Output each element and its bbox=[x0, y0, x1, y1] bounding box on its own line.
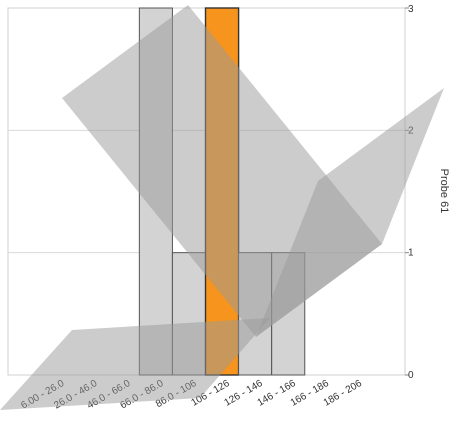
watermark-stroke-long bbox=[256, 88, 444, 337]
x-tick-label: 186 - 206 bbox=[322, 378, 364, 409]
y-tick-label: 0 bbox=[408, 370, 414, 381]
y-axis-title: Probe 61 bbox=[438, 169, 450, 214]
y-axis-ticks: 0123 bbox=[405, 4, 414, 381]
watermark-stroke-lower bbox=[0, 318, 270, 410]
y-tick-label: 3 bbox=[408, 4, 414, 15]
watermark-check-mark bbox=[0, 5, 444, 410]
y-tick-label: 1 bbox=[408, 248, 414, 259]
